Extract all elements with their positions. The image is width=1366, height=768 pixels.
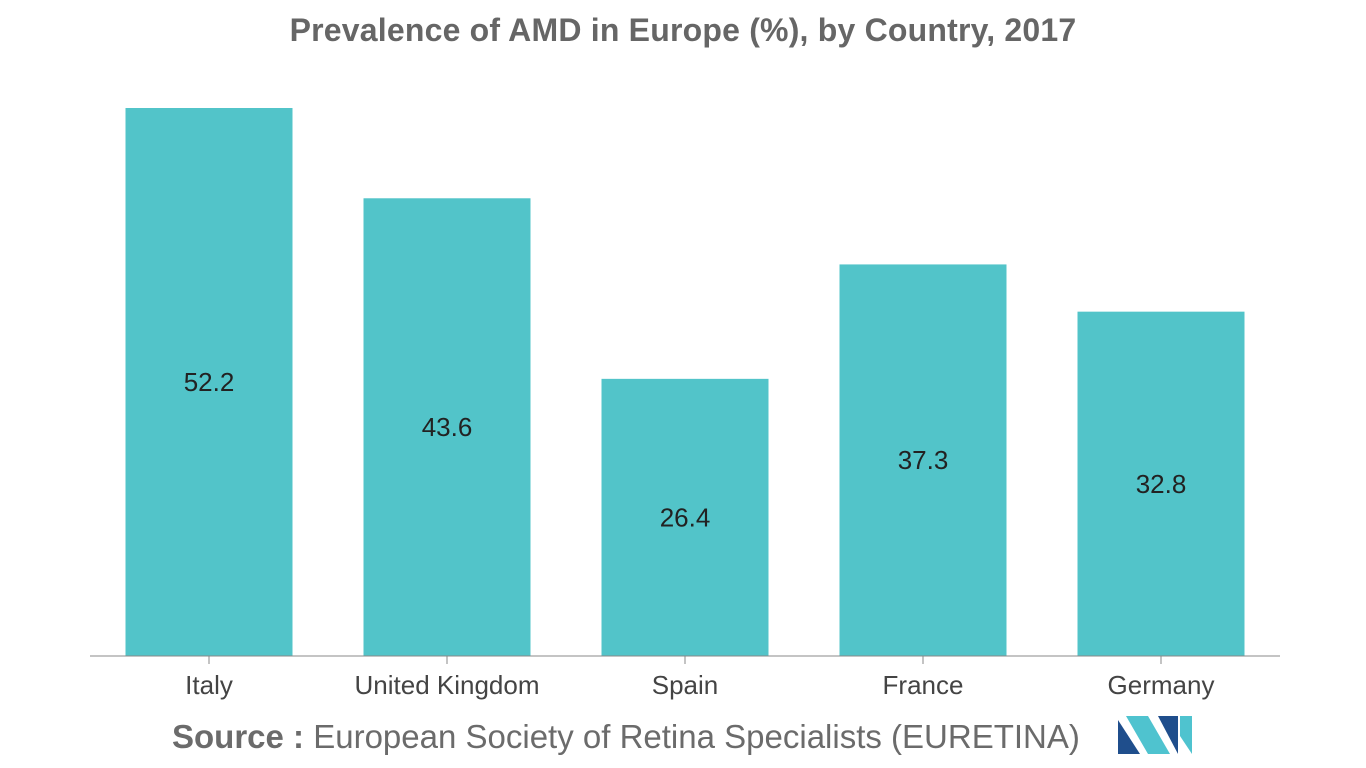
bar-france [839, 264, 1007, 656]
source-label: Source : [172, 718, 305, 755]
chart-title: Prevalence of AMD in Europe (%), by Coun… [289, 12, 1077, 48]
data-label: 37.3 [898, 445, 949, 475]
data-label: 52.2 [184, 367, 235, 397]
data-label: 26.4 [660, 502, 711, 532]
logo-accent-shape [1180, 716, 1192, 754]
logo-middle-shape [1126, 716, 1170, 754]
bar-italy [125, 108, 293, 656]
x-tick-label: Italy [185, 670, 233, 700]
bar-germany [1077, 311, 1245, 656]
x-tick-label: Spain [652, 670, 719, 700]
bar-chart: 52.2 Italy 43.6 United Kingdom 26.4 Spain 37.3… [90, 108, 1280, 700]
x-tick-label: Germany [1108, 670, 1215, 700]
logo-left-shape [1118, 720, 1140, 754]
source-note: Source : European Society of Retina Spec… [172, 718, 1080, 756]
data-label: 43.6 [422, 412, 473, 442]
bar-spain [601, 378, 769, 656]
mordor-logo-icon [1118, 716, 1192, 754]
logo-right-shape [1158, 716, 1178, 754]
bar-united-kingdom [363, 198, 531, 657]
x-tick-label: United Kingdom [355, 670, 540, 700]
source-text: European Society of Retina Specialists (… [313, 718, 1080, 755]
data-label: 32.8 [1136, 469, 1187, 499]
x-tick-label: France [883, 670, 964, 700]
